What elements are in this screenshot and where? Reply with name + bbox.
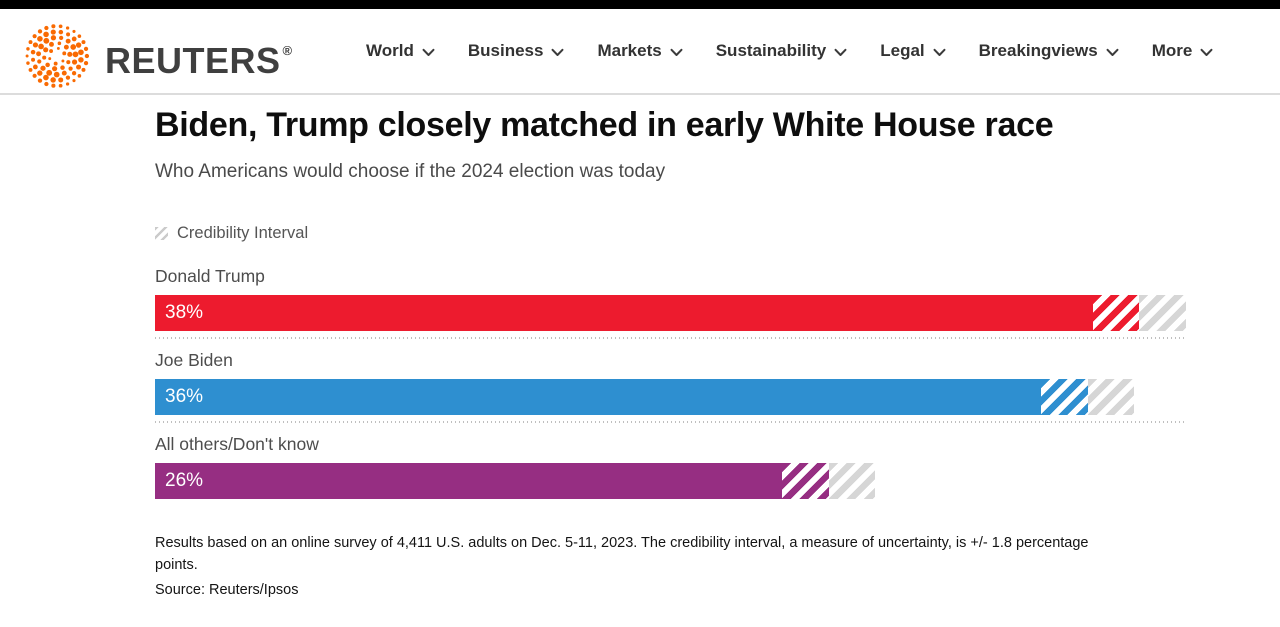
- chevron-down-icon: [933, 48, 946, 56]
- page-title: Biden, Trump closely matched in early Wh…: [155, 106, 1054, 144]
- nav-item-breakingviews[interactable]: Breakingviews: [979, 41, 1119, 61]
- bar-ci-inner-hatch: [781, 463, 829, 499]
- chart-legend: Credibility Interval: [155, 224, 1280, 243]
- chevron-down-icon: [834, 48, 847, 56]
- chevron-down-icon: [551, 48, 564, 56]
- nav-item-sustainability[interactable]: Sustainability: [716, 41, 848, 61]
- nav-item-label: World: [366, 41, 414, 60]
- top-black-bar: [0, 0, 1280, 9]
- registered-mark: ®: [282, 43, 293, 58]
- bar-chart: Donald Trump 38% Joe Biden 36% All others/Do…: [155, 266, 1186, 499]
- chevron-down-icon: [670, 48, 683, 56]
- nav-item-more[interactable]: More: [1152, 41, 1214, 61]
- bar-ci-outer-hatch: [1087, 379, 1135, 415]
- bar-ci-inner-hatch: [1092, 295, 1140, 331]
- bar-solid-segment: [155, 295, 1093, 331]
- bar-track: 36%: [155, 379, 1186, 415]
- credibility-interval-hatch-icon: [155, 227, 168, 240]
- bar-solid-segment: [155, 463, 782, 499]
- category-label: Donald Trump: [155, 266, 265, 286]
- bar-solid-segment: [155, 379, 1041, 415]
- nav-item-label: Markets: [597, 41, 662, 60]
- bar-value-label: 36%: [165, 386, 204, 407]
- dotted-row-separator: [155, 337, 1186, 339]
- reuters-dotted-sphere-icon: [25, 24, 90, 88]
- article-body: Biden, Trump closely matched in early Wh…: [0, 95, 1280, 598]
- category-label: All others/Don't know: [155, 434, 319, 454]
- page-subtitle: Who Americans would choose if the 2024 e…: [155, 161, 666, 182]
- site-header: REUTERS ® World Business Markets Sustainabil…: [0, 9, 1280, 95]
- bar-ci-outer-hatch: [1139, 295, 1186, 331]
- reuters-logo[interactable]: REUTERS ®: [24, 18, 293, 94]
- nav-item-label: Breakingviews: [978, 41, 1098, 60]
- bar-group: Joe Biden 36%: [155, 350, 1186, 423]
- bar-group: Donald Trump 38%: [155, 266, 1186, 339]
- nav-item-label: Business: [467, 41, 544, 60]
- nav-item-legal[interactable]: Legal: [880, 41, 946, 61]
- category-label: Joe Biden: [155, 350, 233, 370]
- brand-wordmark: REUTERS ®: [105, 40, 293, 81]
- chart-source: Source: Reuters/Ipsos: [155, 581, 299, 598]
- bar-group: All others/Don't know 26%: [155, 434, 1186, 499]
- chevron-down-icon: [1200, 48, 1213, 56]
- bar-ci-outer-hatch: [828, 463, 876, 499]
- bar-track: 38%: [155, 295, 1186, 331]
- dotted-row-separator: [155, 421, 1186, 423]
- chevron-down-icon: [1106, 48, 1119, 56]
- main-nav: World Business Markets Sustainability Legal B…: [366, 9, 1213, 93]
- nav-item-business[interactable]: Business: [468, 41, 565, 61]
- nav-item-markets[interactable]: Markets: [597, 41, 683, 61]
- nav-item-label: Legal: [880, 41, 925, 60]
- legend-label: Credibility Interval: [177, 224, 309, 242]
- chevron-down-icon: [422, 48, 435, 56]
- nav-item-label: More: [1151, 41, 1193, 60]
- bar-value-label: 26%: [165, 470, 204, 491]
- nav-item-label: Sustainability: [715, 41, 827, 60]
- nav-item-world[interactable]: World: [366, 41, 435, 61]
- bar-track: 26%: [155, 463, 1186, 499]
- bar-ci-inner-hatch: [1040, 379, 1088, 415]
- bar-value-label: 38%: [165, 302, 204, 323]
- chart-notes: Results based on an online survey of 4,4…: [155, 535, 1089, 574]
